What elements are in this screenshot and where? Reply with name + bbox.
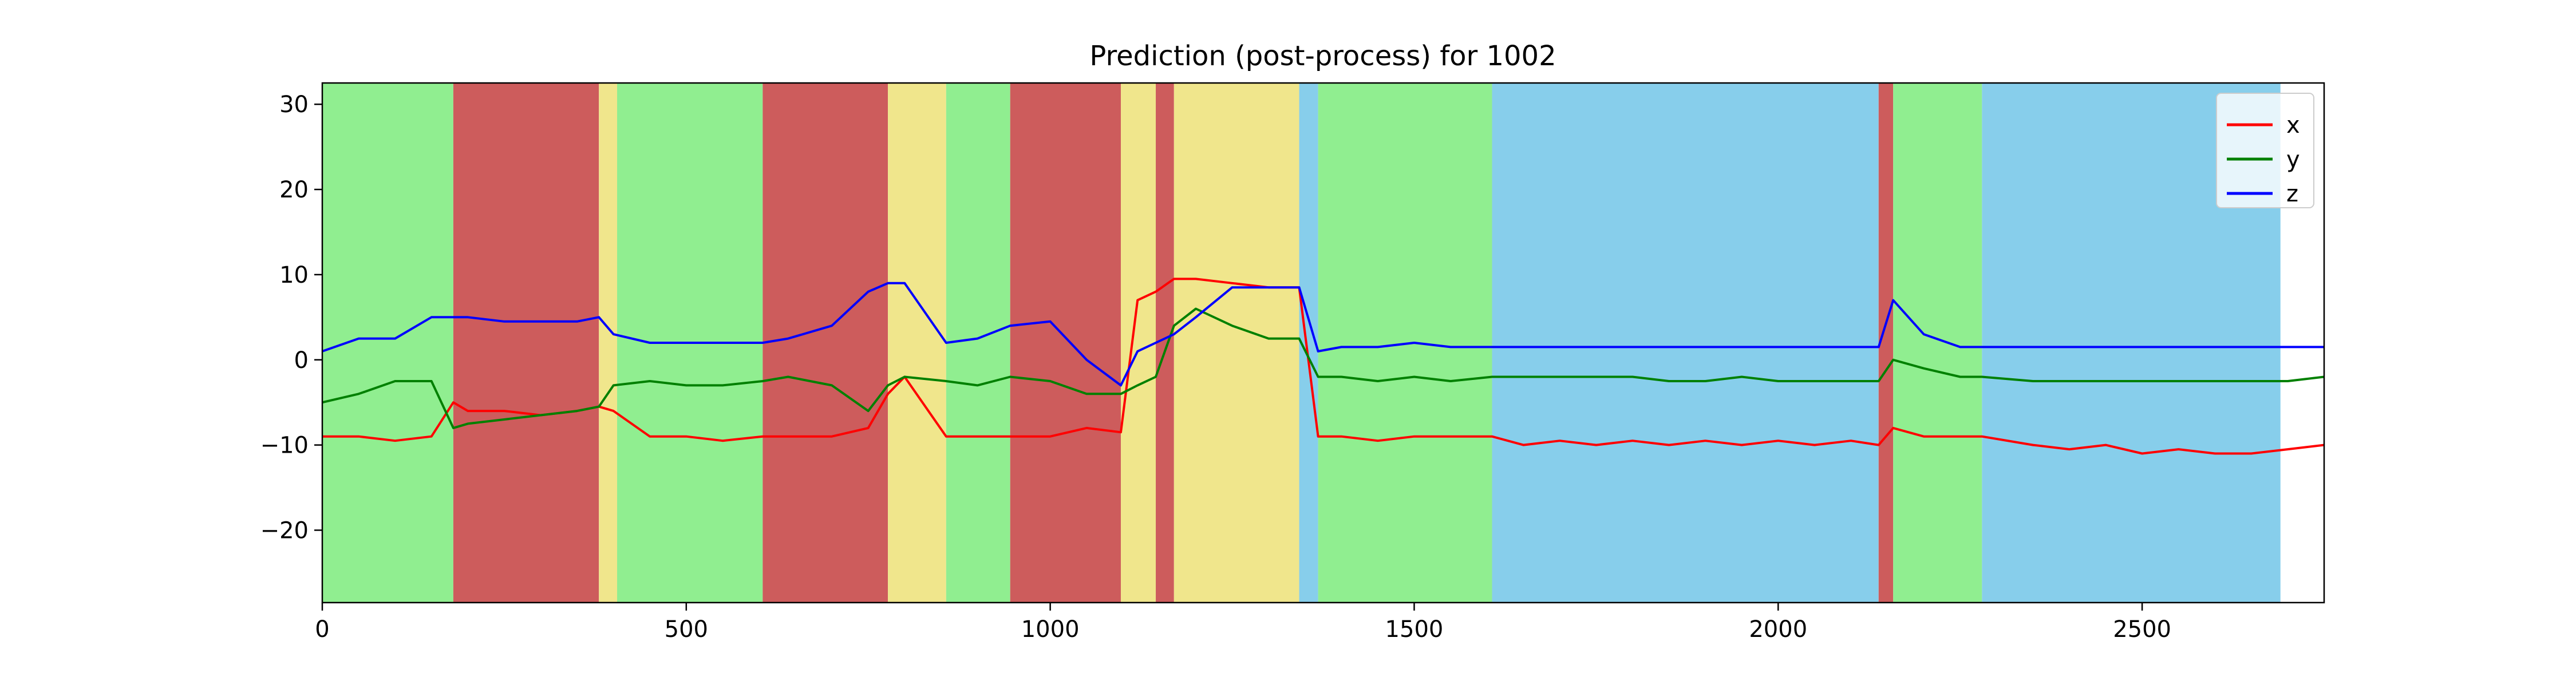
band-green_band-6 xyxy=(946,83,1010,603)
y-tick-label: −20 xyxy=(260,517,309,544)
x-tick-label: 500 xyxy=(665,616,708,643)
band-blue_band-13 xyxy=(1492,83,1879,603)
y-tick-label: 10 xyxy=(279,262,309,288)
y-tick-label: −10 xyxy=(260,433,309,459)
y-tick-label: 20 xyxy=(279,177,309,203)
chart-title: Prediction (post-process) for 1002 xyxy=(1089,40,1556,72)
band-yellow_band-2 xyxy=(599,83,617,603)
x-axis: 0 500 1000 1500 2000 2500 xyxy=(315,603,2171,643)
band-green_band-0 xyxy=(322,83,453,603)
band-yellow_band-8 xyxy=(1121,83,1156,603)
y-tick-label: 30 xyxy=(279,92,309,118)
y-axis: −20 −10 0 10 20 30 xyxy=(260,92,322,544)
band-red_band-7 xyxy=(1010,83,1121,603)
x-tick-label: 1500 xyxy=(1385,616,1444,643)
band-red_band-9 xyxy=(1156,83,1174,603)
band-red_band-4 xyxy=(762,83,888,603)
x-tick-label: 1000 xyxy=(1021,616,1080,643)
legend-label-y: y xyxy=(2286,146,2300,173)
x-tick-label: 2500 xyxy=(2113,616,2171,643)
band-green_band-15 xyxy=(1893,83,1982,603)
band-yellow_band-5 xyxy=(888,83,946,603)
legend-label-z: z xyxy=(2286,181,2298,207)
x-tick-label: 2000 xyxy=(1749,616,1807,643)
y-tick-label: 0 xyxy=(294,347,309,374)
band-yellow_band-10 xyxy=(1174,83,1299,603)
legend-label-x: x xyxy=(2286,112,2300,138)
x-tick-label: 0 xyxy=(315,616,329,643)
legend: xyz xyxy=(2217,93,2314,208)
band-red_band-1 xyxy=(453,83,599,603)
